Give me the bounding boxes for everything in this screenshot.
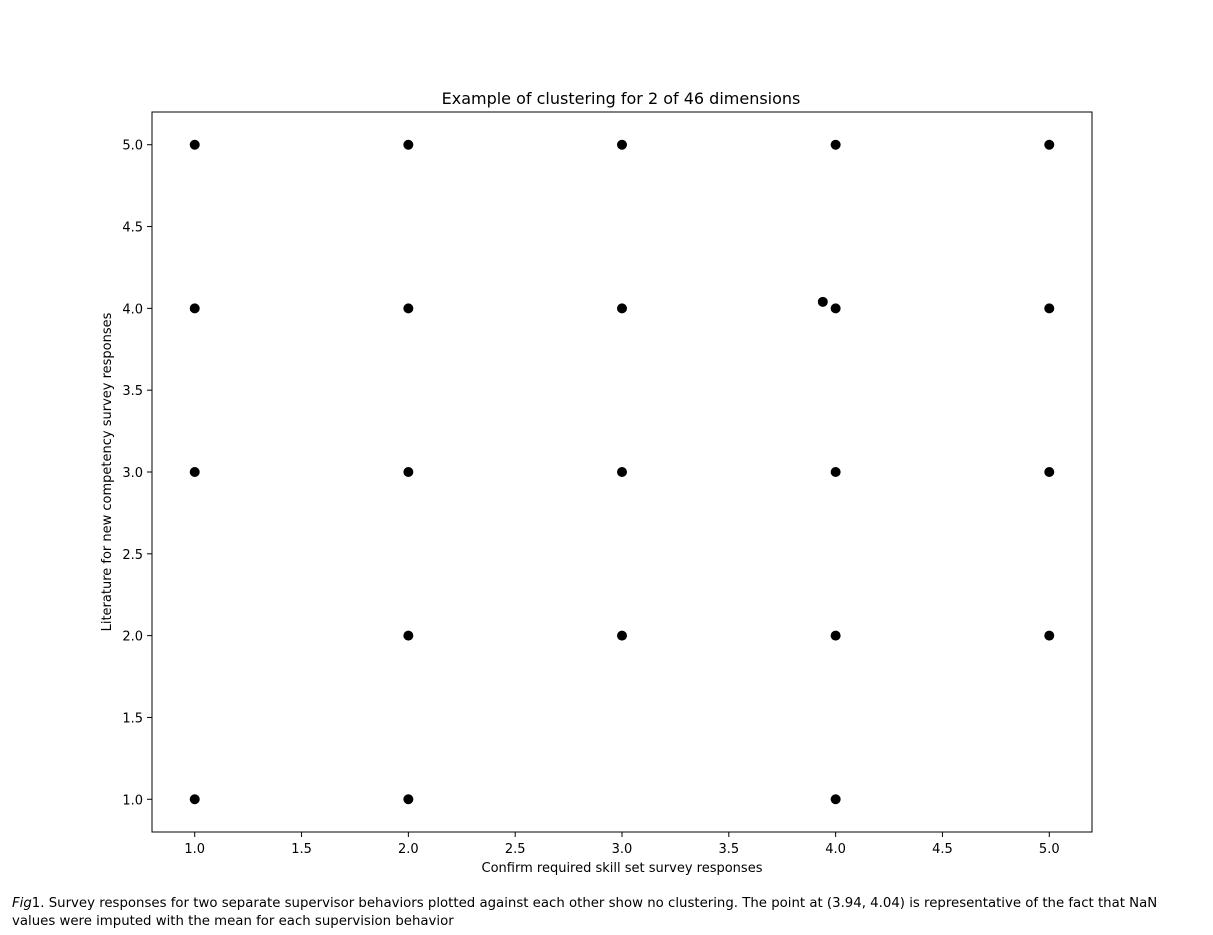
- data-point-18: [830, 794, 841, 805]
- plot-frame: [151, 111, 1093, 833]
- data-point-1: [189, 303, 200, 314]
- data-point-7: [403, 630, 414, 641]
- x-tick-label-3: 2.5: [505, 842, 526, 857]
- y-tick-label-0: 1.0: [122, 793, 143, 808]
- y-tick-label-4: 3.0: [122, 466, 143, 481]
- figure-caption: Fig1. Survey responses for two separate …: [12, 895, 1192, 931]
- y-tick-label-3: 2.5: [122, 548, 143, 563]
- data-point-19: [1044, 139, 1055, 150]
- data-point-2: [189, 467, 200, 477]
- scatter-chart: Example of clustering for 2 of 46 dimens…: [100, 89, 1093, 876]
- x-tick-label-6: 4.0: [825, 842, 846, 857]
- data-point-17: [830, 630, 841, 641]
- data-point-5: [403, 303, 414, 314]
- data-point-10: [617, 303, 627, 314]
- data-point-16: [830, 467, 841, 477]
- x-tick-label-5: 3.5: [718, 842, 739, 857]
- data-point-13: [830, 139, 841, 150]
- y-axis-ticks: 1.0 1.5 2.0 2.5 3.0 3.5 4.0 4.5 5.0: [122, 139, 152, 808]
- data-point-20: [1044, 303, 1055, 314]
- x-tick-label-7: 4.5: [932, 842, 953, 857]
- chart-title: Example of clustering for 2 of 46 dimens…: [442, 89, 801, 108]
- x-tick-label-8: 5.0: [1039, 842, 1060, 857]
- y-tick-label-7: 4.5: [122, 221, 143, 236]
- y-tick-label-2: 2.0: [122, 630, 143, 645]
- y-tick-label-5: 3.5: [122, 384, 143, 399]
- data-point-0: [189, 139, 200, 150]
- data-point-22: [1044, 630, 1055, 641]
- figure-caption-number: 1.: [31, 896, 45, 911]
- data-point-9: [617, 139, 627, 150]
- x-axis-label: Confirm required skill set survey respon…: [482, 861, 763, 876]
- y-axis-label: Literature for new competency survey res…: [100, 312, 115, 631]
- y-tick-label-6: 4.0: [122, 302, 143, 317]
- data-point-15: [817, 296, 828, 307]
- data-point-8: [403, 794, 414, 805]
- x-tick-label-1: 1.5: [291, 842, 312, 857]
- y-tick-label-1: 1.5: [122, 711, 143, 726]
- data-point-21: [1044, 467, 1055, 477]
- data-point-12: [617, 630, 627, 641]
- data-point-11: [617, 467, 627, 477]
- data-point-6: [403, 467, 414, 477]
- x-tick-label-0: 1.0: [184, 842, 205, 857]
- data-points: [189, 139, 1055, 805]
- data-point-4: [403, 139, 414, 150]
- figure-caption-label: Fig: [12, 896, 32, 911]
- data-point-14: [830, 303, 841, 314]
- x-tick-label-2: 2.0: [398, 842, 419, 857]
- x-axis-ticks: 1.0 1.5 2.0 2.5 3.0 3.5 4.0 4.5 5.0: [184, 832, 1060, 857]
- figure-caption-text: Survey responses for two separate superv…: [12, 896, 1158, 929]
- data-point-3: [189, 794, 200, 805]
- y-tick-label-8: 5.0: [122, 139, 143, 154]
- x-tick-label-4: 3.0: [612, 842, 633, 857]
